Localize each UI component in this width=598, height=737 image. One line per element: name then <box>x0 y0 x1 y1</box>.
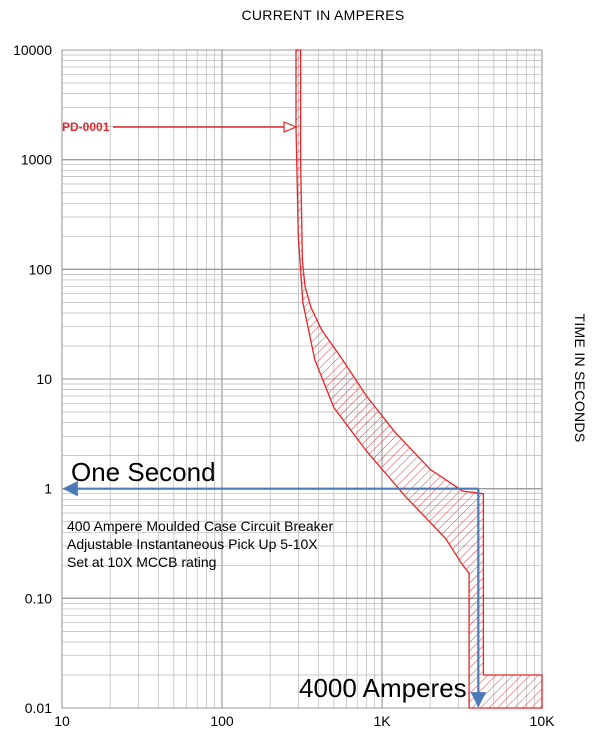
x-tick-label: 10K <box>530 713 556 729</box>
y-tick-label: 0.01 <box>25 700 52 716</box>
y-tick-label: 10 <box>36 371 52 387</box>
device-label-arrowhead <box>283 121 298 133</box>
y-tick-label: 1 <box>44 481 52 497</box>
x-tick-labels: 10 100 1K 10K <box>54 713 555 729</box>
grid <box>61 49 543 709</box>
device-label-group: PD-0001 <box>62 120 298 134</box>
device-label: PD-0001 <box>62 120 110 134</box>
y-axis-title: TIME IN SECONDS <box>572 314 588 443</box>
x-tick-label: 100 <box>210 713 234 729</box>
y-tick-label: 1000 <box>21 152 52 168</box>
y-tick-labels: 10000 1000 100 10 1 0.10 0.01 <box>13 42 52 716</box>
one-second-label: One Second <box>71 457 216 487</box>
x-tick-label: 10 <box>54 713 70 729</box>
x-axis-title: CURRENT IN AMPERES <box>241 7 404 23</box>
x-tick-label: 1K <box>373 713 391 729</box>
y-tick-label: 0.10 <box>25 590 52 606</box>
y-tick-label: 100 <box>29 261 53 277</box>
curve-band-group <box>295 49 543 709</box>
reference-lines-group <box>62 480 487 708</box>
amperes-label: 4000 Amperes <box>299 673 467 703</box>
description-line-3: Set at 10X MCCB rating <box>67 554 216 570</box>
description-line-2: Adjustable Instantaneous Pick Up 5-10X <box>67 536 318 552</box>
description-line-1: 400 Ampere Moulded Case Circuit Breaker <box>67 518 333 534</box>
y-tick-label: 10000 <box>13 42 52 58</box>
curve-band <box>295 49 543 709</box>
